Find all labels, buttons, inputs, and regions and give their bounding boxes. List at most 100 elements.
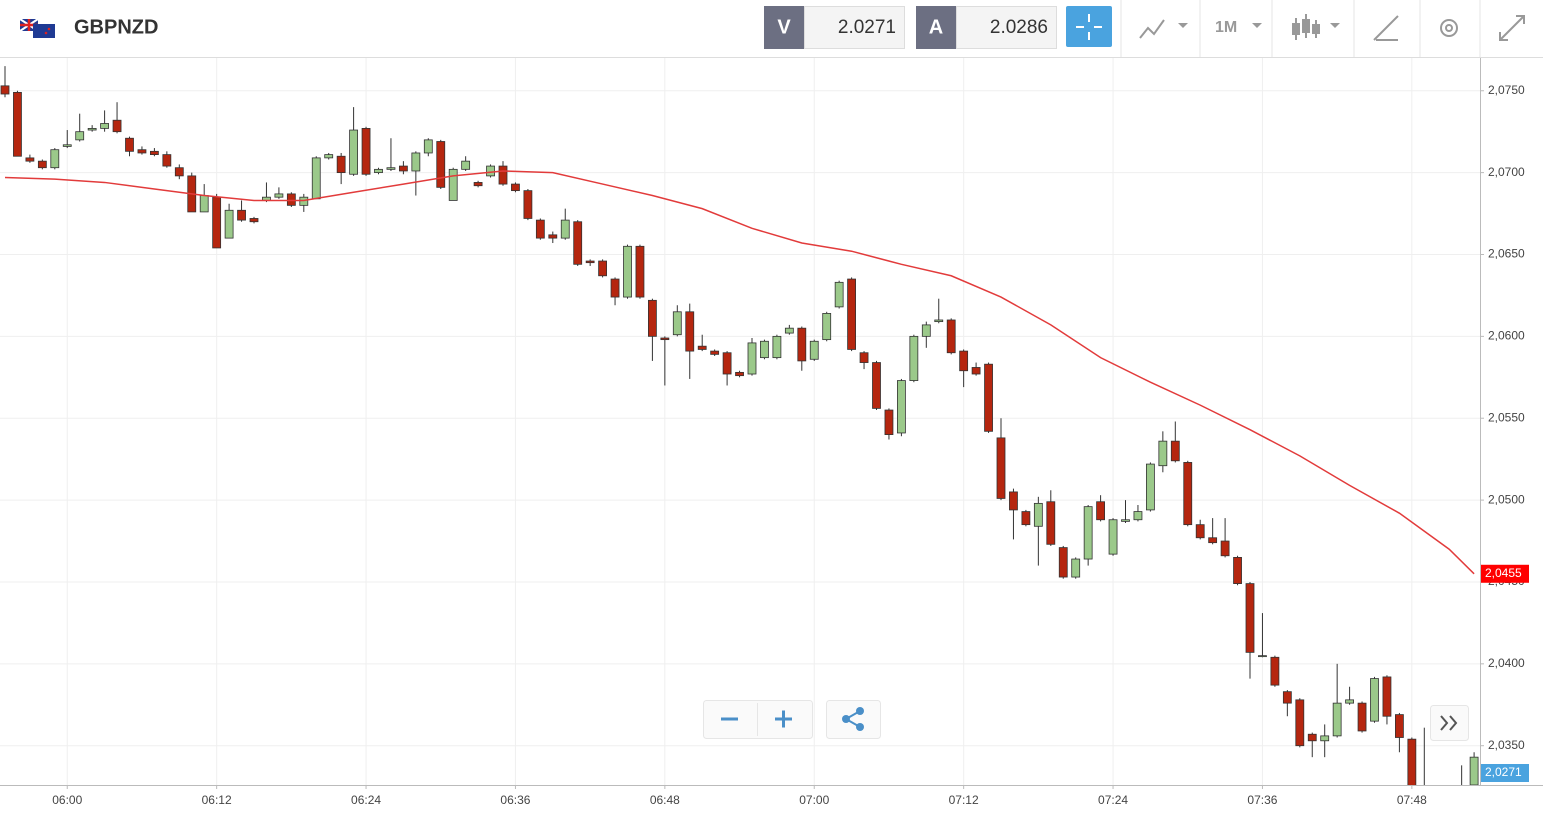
bid-field (804, 6, 905, 49)
candle-body (1083, 506, 1093, 560)
candle-body (697, 345, 707, 350)
candle-body (75, 131, 85, 141)
crosshair-button[interactable] (1066, 6, 1112, 47)
symbol: GBPNZD (74, 16, 158, 38)
candle-body (1170, 440, 1180, 462)
candle-body (1320, 735, 1330, 742)
bid-value: 2.0271 (838, 17, 896, 38)
candle-body (809, 340, 819, 360)
ask-field (956, 6, 1057, 49)
candle-body (62, 144, 72, 147)
axes: 2,03502,04002,04502,05002,05502,06002,06… (52, 83, 1529, 807)
candle-body (1108, 519, 1118, 555)
candle-body (398, 165, 408, 172)
candle-body (946, 319, 956, 354)
candle-body (747, 342, 757, 375)
candle-body (0, 85, 10, 95)
candle-body (411, 152, 421, 172)
candle-body (473, 182, 483, 187)
candle-body (610, 278, 620, 298)
candle-body (1158, 440, 1168, 467)
candle-body (249, 218, 259, 223)
candle-body (224, 209, 234, 239)
plot (0, 66, 1479, 785)
candle-body (1345, 699, 1354, 704)
candle-body (1009, 491, 1018, 511)
candle-body (585, 260, 595, 264)
candle-body (760, 340, 769, 359)
candle-body (535, 219, 545, 239)
ask-button[interactable] (916, 6, 956, 49)
candle-body (1282, 691, 1292, 704)
y-tick-label: 2,0550 (1488, 410, 1525, 424)
candle-body (672, 311, 682, 336)
candle-body (274, 193, 284, 198)
candle-body (984, 363, 993, 432)
candle-body (660, 337, 670, 341)
candle-body (573, 221, 583, 265)
candle-body (324, 154, 334, 159)
candle-body (448, 168, 458, 201)
candle-body (336, 155, 346, 174)
candle-body (797, 327, 807, 362)
candle-body (299, 196, 309, 206)
candle-body (722, 352, 732, 375)
candle-body (361, 128, 371, 175)
candle-body (286, 193, 296, 206)
toolbar-icons[interactable] (1139, 14, 1525, 41)
candle-body (311, 157, 321, 200)
candle-body (1220, 540, 1230, 557)
zoom-controls[interactable] (703, 700, 881, 739)
y-tick-label: 2,0350 (1488, 738, 1525, 752)
x-tick-label: 07:12 (949, 793, 979, 807)
candle-body (1357, 702, 1367, 732)
candle-body (1245, 583, 1255, 653)
candle-body (486, 165, 495, 177)
candle-body (112, 119, 122, 133)
candle-body (1021, 511, 1031, 526)
candle-body (648, 299, 657, 337)
candle-body (772, 335, 782, 359)
candle-body (1146, 463, 1155, 511)
candle-body (436, 141, 446, 188)
candle-body (1295, 699, 1305, 747)
candle-body (199, 195, 209, 213)
candle-body (1195, 524, 1205, 539)
candle-body (996, 437, 1006, 499)
grid (0, 58, 1480, 785)
candle-body (1208, 537, 1218, 544)
scroll-right-button[interactable] (1430, 705, 1469, 741)
candle-body (461, 160, 471, 170)
x-tick-label: 07:36 (1247, 793, 1277, 807)
candle-body (897, 380, 906, 434)
bid-button[interactable] (764, 6, 804, 49)
candle-body (37, 160, 47, 169)
candle-body (1096, 501, 1105, 521)
candle-body (1332, 702, 1342, 737)
candle-body (834, 281, 844, 308)
candle-body (149, 150, 159, 156)
timeframe[interactable]: 1M (1215, 19, 1237, 36)
ask-label: A (929, 16, 943, 38)
candle-body (137, 149, 147, 154)
x-tick-label: 06:24 (351, 793, 381, 807)
candle-body (1233, 557, 1242, 585)
candle-body (1258, 655, 1267, 658)
y-tick-label: 2,0400 (1488, 656, 1525, 670)
candle-body (1183, 462, 1193, 526)
last-price-label: 2,0271 (1485, 765, 1522, 779)
moving-average-line (4, 170, 1475, 575)
x-tick-label: 07:48 (1397, 793, 1427, 807)
y-tick-label: 2,0600 (1488, 329, 1525, 343)
candle-body (498, 165, 508, 185)
candle-body (635, 245, 645, 298)
candle-body (174, 167, 184, 177)
x-tick-label: 07:24 (1098, 793, 1128, 807)
last-price-box (1481, 764, 1529, 782)
candle-body (909, 335, 919, 381)
candle-body (598, 260, 607, 277)
candle-body (1270, 656, 1280, 686)
candle-body (971, 367, 981, 375)
candle-body (921, 324, 931, 337)
